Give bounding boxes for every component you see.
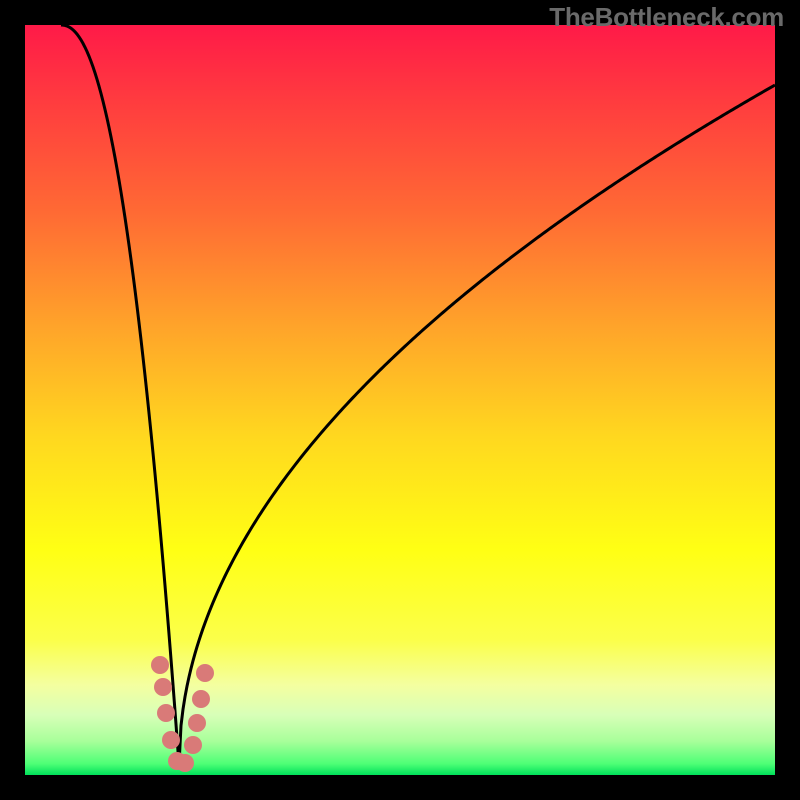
data-marker bbox=[196, 664, 214, 682]
data-marker bbox=[176, 754, 194, 772]
data-marker bbox=[157, 704, 175, 722]
plot-background bbox=[25, 25, 775, 775]
data-marker bbox=[151, 656, 169, 674]
data-marker bbox=[154, 678, 172, 696]
plot-svg bbox=[0, 0, 800, 800]
chart-frame: TheBottleneck.com bbox=[0, 0, 800, 800]
data-marker bbox=[184, 736, 202, 754]
watermark-text: TheBottleneck.com bbox=[549, 2, 784, 33]
data-marker bbox=[188, 714, 206, 732]
data-marker bbox=[192, 690, 210, 708]
data-marker bbox=[162, 731, 180, 749]
